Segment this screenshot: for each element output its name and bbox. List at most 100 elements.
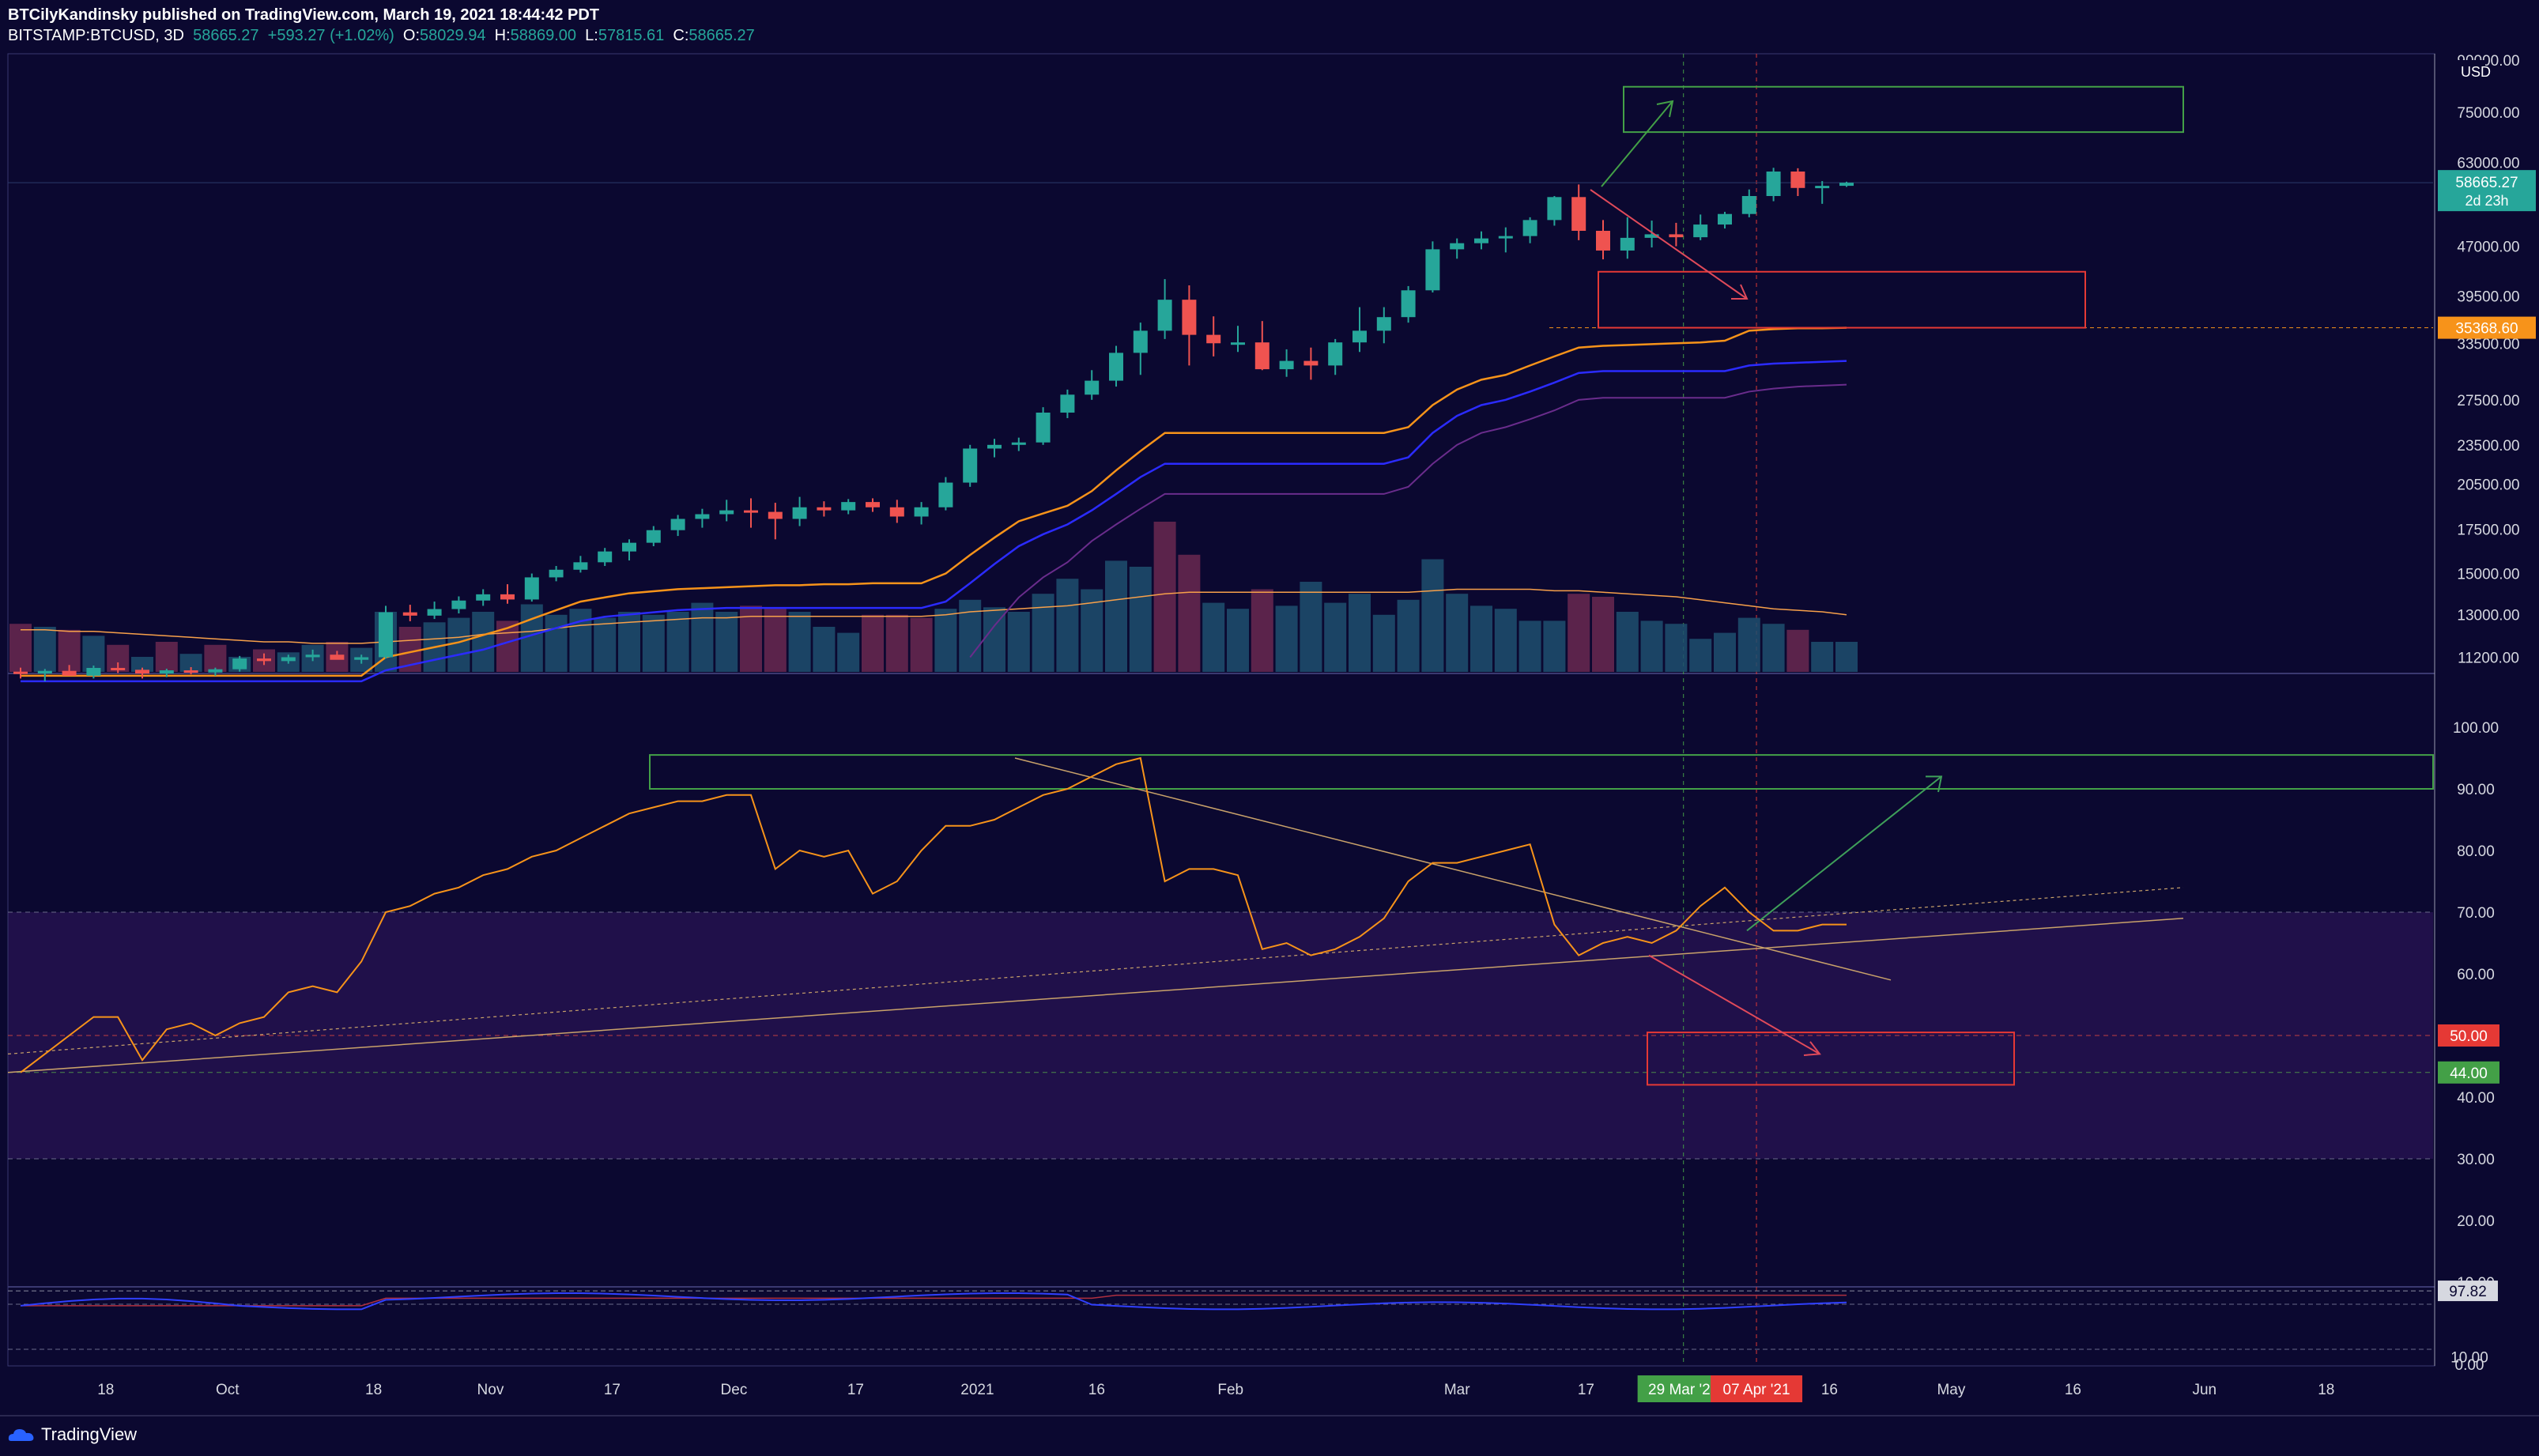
volume-bar — [1714, 632, 1736, 672]
candle-body — [1741, 196, 1756, 214]
date-marker-label: 29 Mar '21 — [1648, 1382, 1718, 1398]
candle-body — [159, 670, 174, 674]
currency-badge — [2446, 60, 2485, 82]
candle-body — [62, 670, 77, 676]
osc-signal-line — [21, 1294, 1847, 1307]
candle-body — [402, 612, 417, 616]
volume-bar — [1251, 589, 1273, 672]
price-tick-label: 27500.00 — [2457, 393, 2519, 409]
volume-bar — [740, 605, 762, 672]
volume-bar — [1494, 609, 1517, 672]
candle-body — [476, 594, 491, 601]
rsi-marker-tag — [2438, 1061, 2499, 1084]
candle-body — [914, 507, 929, 517]
candle-body — [1571, 197, 1586, 232]
price-change: +593.27 (+1.02%) — [267, 27, 394, 44]
publisher-line: BTCilyKandinsky published on TradingView… — [8, 6, 600, 24]
ma-lower-line — [969, 383, 1847, 658]
time-tick-label: Dec — [721, 1382, 748, 1398]
volume-bar — [594, 617, 617, 672]
time-tick-label: Oct — [216, 1382, 240, 1398]
candle-body — [500, 594, 515, 600]
volume-bar — [1227, 609, 1249, 672]
volume-bar — [1349, 594, 1371, 672]
candle-body — [670, 519, 685, 530]
time-tick-label: 17 — [1578, 1382, 1594, 1398]
candle-body — [817, 507, 832, 511]
volume-bar — [1056, 579, 1079, 672]
candle-body — [1474, 238, 1488, 243]
candle-body — [427, 609, 442, 616]
time-tick-label: May — [1937, 1382, 1965, 1398]
candle-body — [111, 667, 126, 670]
volume-bar — [934, 609, 957, 672]
last-price: 58665.27 — [193, 27, 259, 44]
price-tick-label: 75000.00 — [2457, 105, 2519, 122]
osc-value-label: 97.82 — [2449, 1284, 2487, 1300]
bull-target-box — [1623, 85, 2184, 134]
volume-bar — [715, 612, 738, 672]
rsi-tick-label: 70.00 — [2457, 905, 2495, 922]
candle-body — [1206, 334, 1221, 344]
time-tick-label: 16 — [2065, 1382, 2081, 1398]
candle-body — [1644, 234, 1659, 238]
volume-bar — [1640, 620, 1663, 672]
volume-bar — [1737, 617, 1760, 672]
volume-bar — [691, 602, 714, 672]
volume-bar — [204, 644, 227, 672]
volume-bar — [788, 612, 811, 672]
countdown-label: 2d 23h — [2465, 193, 2508, 209]
volume-bar — [1178, 554, 1201, 672]
candle-body — [622, 542, 636, 552]
bull-arrowhead — [1656, 100, 1674, 118]
volume-bar — [764, 609, 787, 672]
candle-body — [744, 510, 758, 513]
candle-body — [451, 600, 466, 609]
candle-body — [1085, 380, 1100, 395]
rsi-bull-arrowhead — [1926, 775, 1943, 793]
level-tag — [2438, 316, 2536, 339]
candle-body — [13, 671, 28, 674]
last-price-tag-value: 58665.27 — [2455, 175, 2518, 191]
candle-body — [987, 444, 1002, 449]
volume-bar — [666, 612, 689, 672]
candle-body — [866, 502, 880, 507]
high-label: H: — [494, 27, 511, 44]
volume-ma-line — [21, 588, 1847, 644]
time-tick-label: 17 — [847, 1382, 864, 1398]
candle-body — [1303, 360, 1319, 366]
time-tick-label: Nov — [477, 1382, 504, 1398]
tradingview-logo[interactable]: TradingView — [8, 1424, 137, 1445]
volume-bar — [813, 627, 836, 672]
chart-header: BTCilyKandinsky published on TradingView… — [0, 0, 2539, 51]
candle-body — [573, 562, 588, 570]
candle-body — [354, 657, 369, 660]
volume-bar — [155, 642, 178, 672]
candle-body — [1596, 231, 1610, 251]
low-label: L: — [585, 27, 598, 44]
candle-body — [719, 510, 734, 515]
candle-body — [938, 482, 953, 507]
price-tick-label: 33500.00 — [2457, 336, 2519, 353]
volume-bar — [545, 614, 568, 672]
volume-bar — [447, 617, 470, 672]
candle-body — [1401, 290, 1416, 318]
brand-name: TradingView — [41, 1424, 138, 1444]
price-tick-label: 20500.00 — [2457, 477, 2519, 493]
rsi-tick-label: 80.00 — [2457, 843, 2495, 860]
price-tick-label: 15000.00 — [2457, 567, 2519, 583]
bull-arrow — [1601, 100, 1673, 187]
symbol-name[interactable]: BITSTAMP:BTCUSD, 3D — [8, 27, 184, 44]
volume-bar — [1372, 614, 1395, 672]
volume-bar — [959, 599, 982, 672]
rsi-target-box — [1647, 1032, 2015, 1086]
time-tick-label: Jun — [2192, 1382, 2216, 1398]
rsi-bear-arrowhead — [1803, 1041, 1821, 1056]
osc-tick-label: 0.00 — [2455, 1357, 2484, 1374]
volume-bar — [1665, 624, 1688, 672]
candle-body — [1109, 353, 1123, 381]
volume-bar — [1300, 582, 1322, 672]
candle-body — [1231, 342, 1245, 345]
